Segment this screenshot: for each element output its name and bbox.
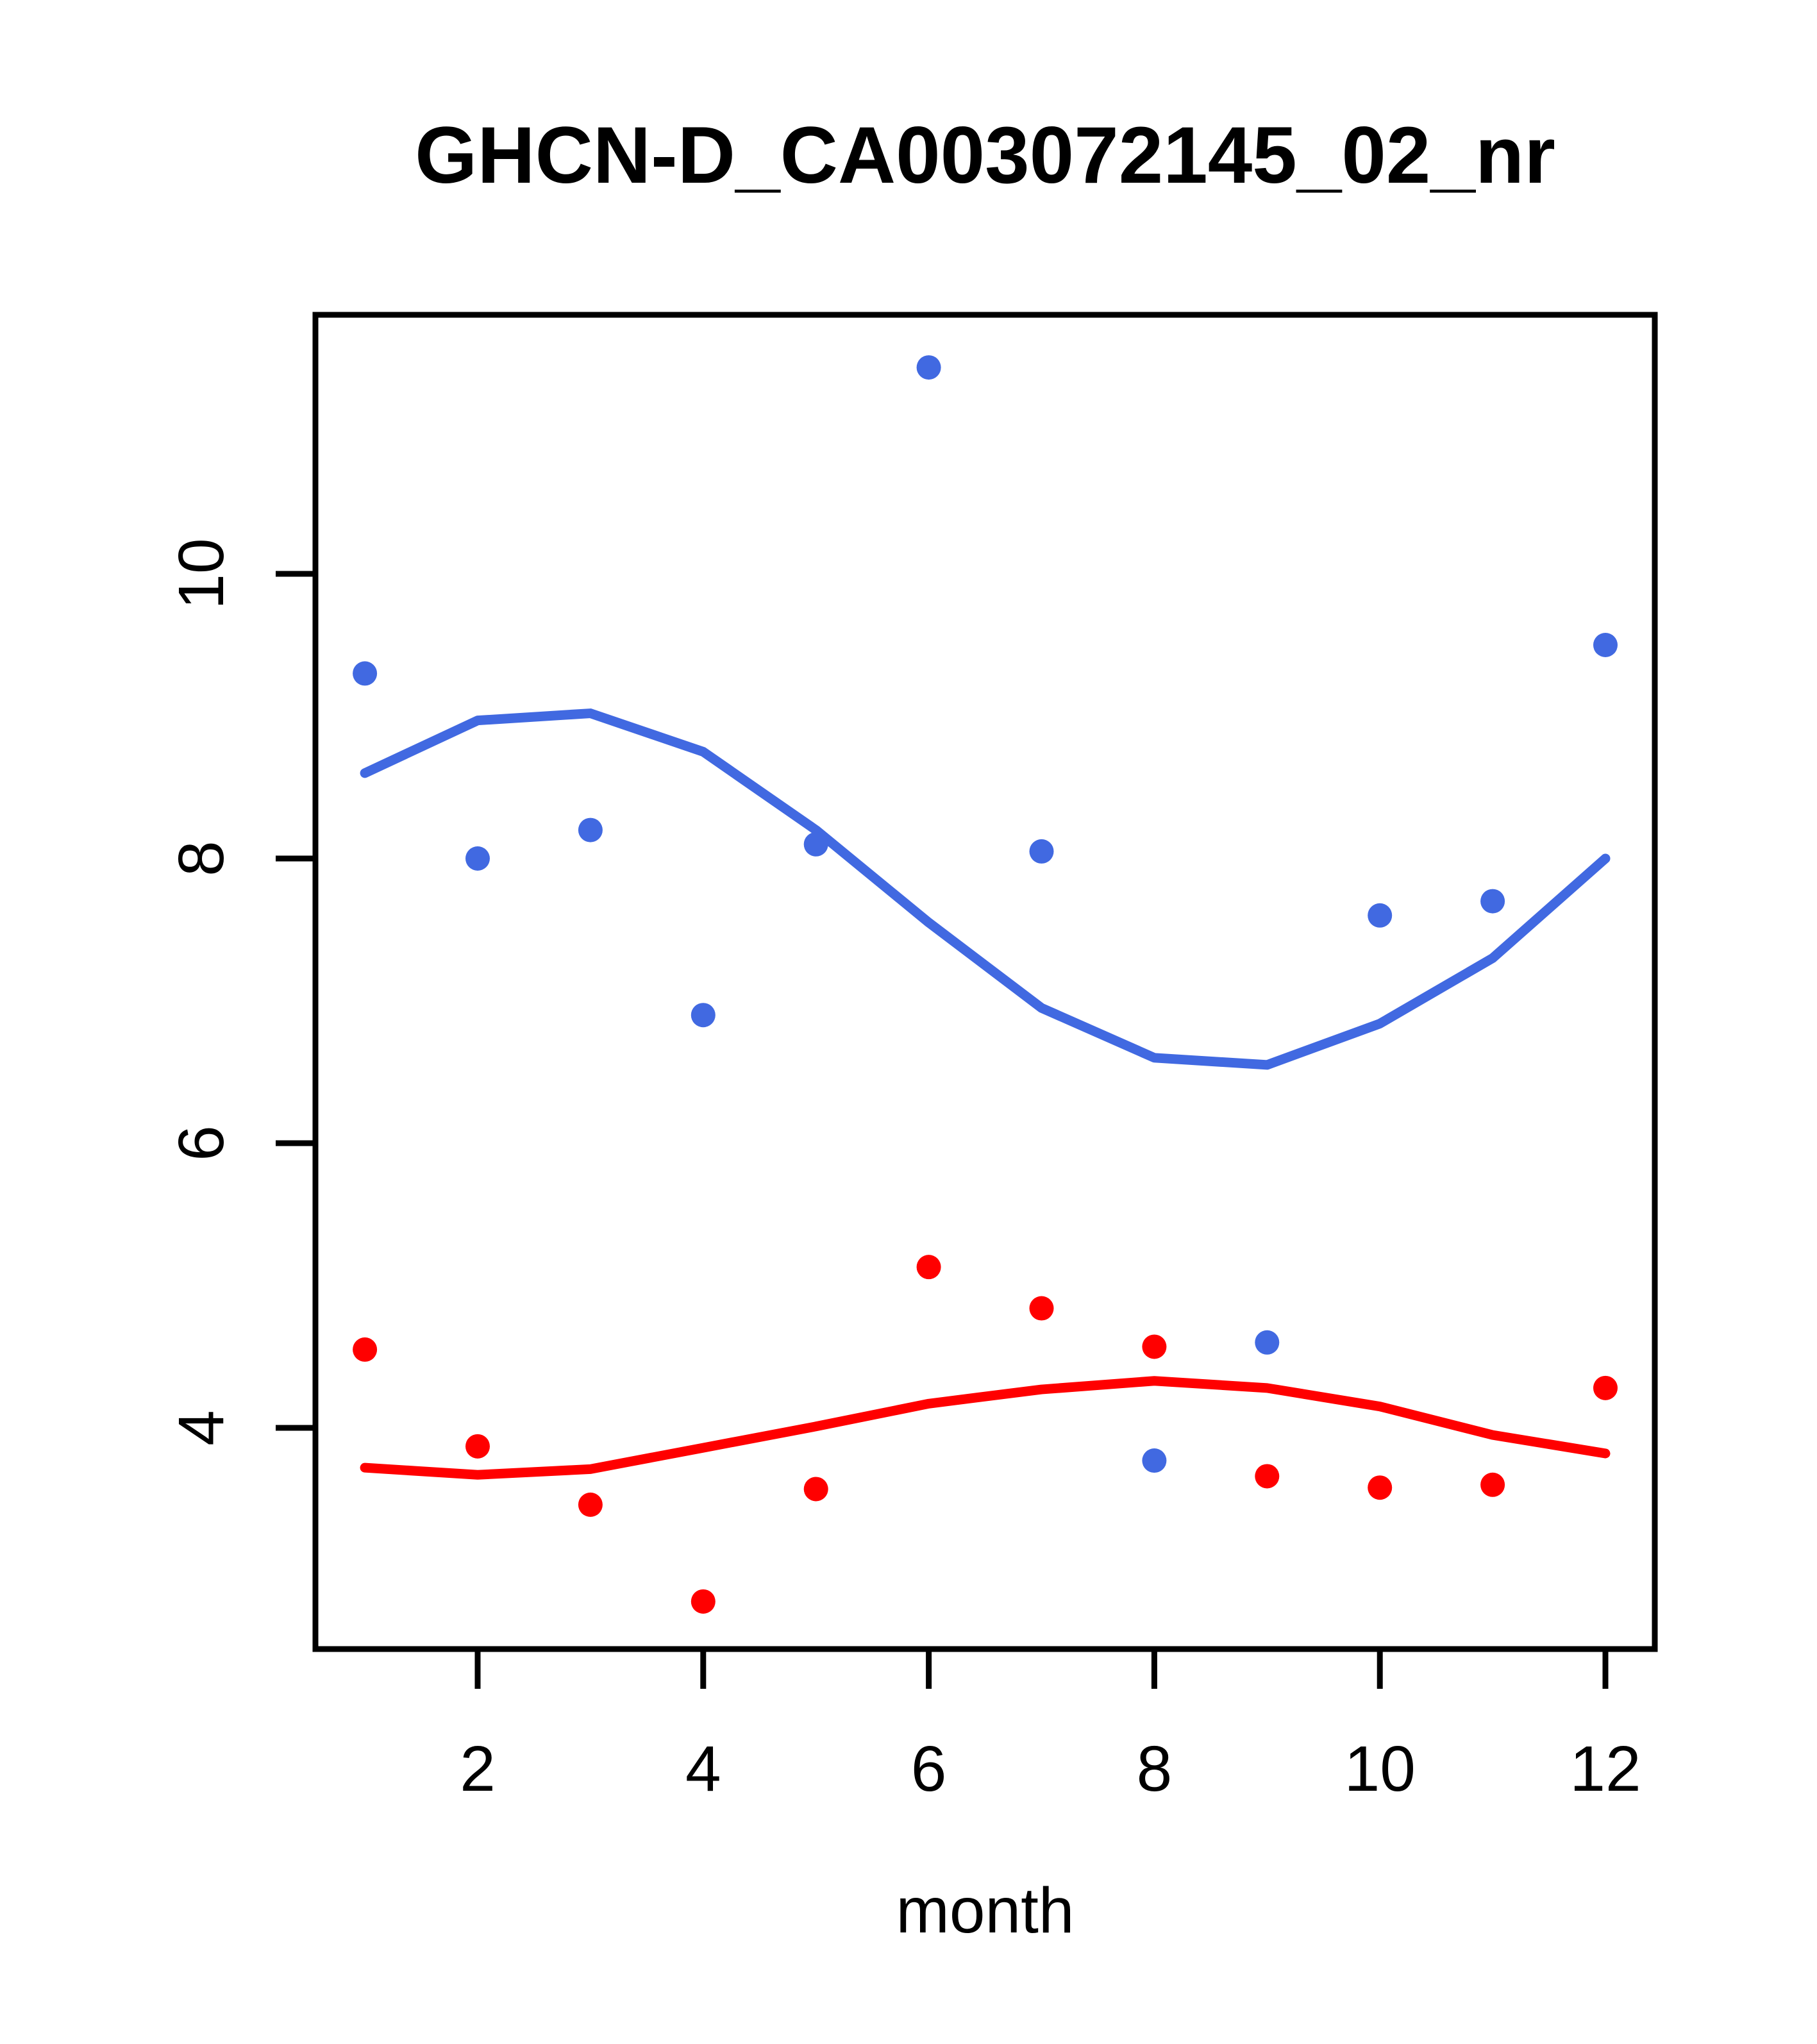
red-point (1142, 1334, 1167, 1359)
plot-box (312, 312, 1658, 1652)
blue-point (1480, 889, 1505, 914)
red-point (1593, 1375, 1618, 1400)
y-axis-tick-label: 4 (165, 1410, 237, 1446)
x-axis-tick-label: 12 (1570, 1733, 1641, 1805)
red-point (1480, 1472, 1505, 1497)
red-point (578, 1492, 603, 1517)
x-axis-tick-label: 8 (1137, 1733, 1173, 1805)
red-point (691, 1589, 716, 1614)
red-point (1255, 1464, 1280, 1489)
red-loess-line (360, 1376, 1611, 1480)
x-axis-tick-label: 2 (460, 1733, 496, 1805)
y-axis-tick-label: 6 (165, 1125, 237, 1161)
blue-point (691, 1003, 716, 1028)
blue-point (1142, 1448, 1167, 1473)
blue-point (353, 661, 378, 686)
chart-title: GHCN-D_CA003072145_02_nr (415, 111, 1555, 200)
blue-point (803, 832, 828, 857)
red-point (353, 1337, 378, 1362)
red-point (1029, 1296, 1054, 1321)
x-axis-tick-label: 10 (1344, 1733, 1416, 1805)
red-point (1368, 1475, 1393, 1500)
red-point (916, 1255, 941, 1280)
blue-point (1029, 839, 1054, 864)
y-axis-tick-label: 10 (165, 538, 237, 609)
y-axis-tick-label: 8 (165, 841, 237, 876)
blue-point (916, 355, 941, 380)
blue-point (1368, 903, 1393, 928)
x-axis-label: month (896, 1875, 1075, 1947)
blue-point (1255, 1330, 1280, 1355)
blue-loess-line (360, 708, 1611, 1070)
blue-point (578, 817, 603, 842)
x-axis-tick-label: 4 (685, 1733, 721, 1805)
x-axis-tick-label: 6 (911, 1733, 947, 1805)
blue-point (465, 846, 490, 871)
red-point (465, 1434, 490, 1459)
red-point (803, 1477, 828, 1502)
blue-point (1593, 633, 1618, 657)
